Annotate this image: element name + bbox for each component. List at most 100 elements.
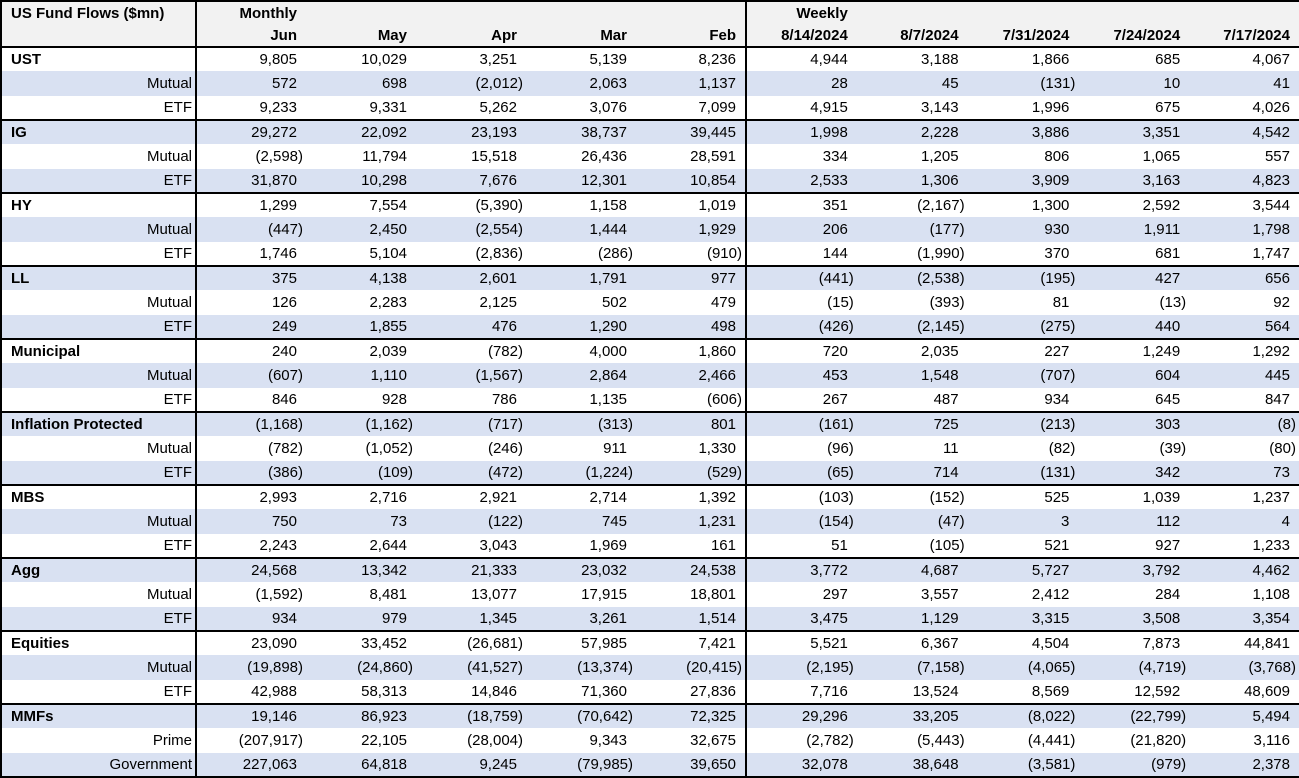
data-cell: 5,494 <box>1189 702 1299 729</box>
data-cell: 1,039 <box>1078 483 1190 510</box>
row-label: Mutual <box>1 71 197 96</box>
data-cell: 3,251 <box>416 45 526 72</box>
row-label: ETF <box>1 679 197 704</box>
data-cell: 81 <box>1052 293 1070 311</box>
data-cell: (607) <box>267 366 303 384</box>
row-label: Prime <box>1 728 197 753</box>
data-cell: 267 <box>745 387 857 412</box>
table-row: Mutual (19,898) (24,860) (41,527) (13,37… <box>1 655 1299 680</box>
data-cell: 42,988 <box>251 682 297 700</box>
data-cell: (24,860) <box>357 658 413 676</box>
data-cell: 725 <box>856 410 968 437</box>
table-row: Mutual (1,592) 8,481 13,077 17,915 18,80… <box>1 582 1299 607</box>
data-cell: 4,000 <box>526 337 636 364</box>
data-cell: 12,301 <box>581 171 627 189</box>
data-cell: 9,343 <box>589 731 627 749</box>
data-cell: (386) <box>267 463 303 481</box>
data-cell: 9,805 <box>196 45 306 72</box>
data-cell: 92 <box>1273 293 1290 311</box>
data-cell: 4,462 <box>1189 556 1299 583</box>
data-cell: 44,841 <box>1189 629 1299 656</box>
data-cell: (4,441) <box>1027 731 1076 749</box>
data-cell: 41 <box>1273 74 1290 92</box>
table-row: MBS 2,993 2,716 2,921 2,714 1,392 (103) … <box>1 483 1299 510</box>
table-row: Mutual (2,598) 11,794 15,518 26,436 28,5… <box>1 144 1299 169</box>
data-cell: (13,374) <box>577 658 633 676</box>
data-cell: 4,823 <box>1252 171 1290 189</box>
data-cell: 13,077 <box>471 585 517 603</box>
data-cell: 604 <box>1155 366 1181 384</box>
data-cell: 2,228 <box>856 118 968 145</box>
data-cell: 3,076 <box>589 98 627 116</box>
table-title: US Fund Flows ($mn) <box>1 1 197 48</box>
data-cell: (313) <box>526 410 636 437</box>
column-header-week-3: 7/31/2024 <box>967 24 1079 48</box>
data-cell: 1,330 <box>698 439 736 457</box>
data-cell: 23,032 <box>526 556 636 583</box>
data-cell: (2,598) <box>255 147 303 165</box>
data-cell: 928 <box>381 390 407 408</box>
data-cell: 240 <box>196 337 306 364</box>
data-cell: 572 <box>271 74 297 92</box>
table-row: ETF (386) (109) (472) (1,224) (529) (65)… <box>1 460 1299 485</box>
data-cell: 24,538 <box>636 556 746 583</box>
data-cell: 1,231 <box>698 512 736 530</box>
data-cell: 22,105 <box>361 731 407 749</box>
data-cell: 334 <box>745 144 857 169</box>
data-cell: 126 <box>271 293 297 311</box>
data-cell: 3,792 <box>1078 556 1190 583</box>
data-cell: 11,794 <box>362 147 407 165</box>
data-cell: 4,067 <box>1189 45 1299 72</box>
data-cell: (154) <box>745 509 857 534</box>
data-cell: 525 <box>967 483 1079 510</box>
row-label: Mutual <box>1 363 197 388</box>
data-cell: 5,104 <box>369 244 407 262</box>
column-header-week-2: 8/7/2024 <box>856 24 968 48</box>
data-cell: 2,592 <box>1078 191 1190 218</box>
data-cell: 144 <box>745 241 857 266</box>
data-cell: (70,642) <box>526 702 636 729</box>
data-cell: 342 <box>1155 463 1181 481</box>
data-cell: (426) <box>745 314 857 339</box>
table-row: Agg 24,568 13,342 21,333 23,032 24,538 3… <box>1 556 1299 583</box>
column-header-week-1: 8/14/2024 <box>745 24 857 48</box>
data-cell: 1,911 <box>1143 220 1181 238</box>
table-row: ETF 1,746 5,104 (2,836) (286) (910) 144 … <box>1 241 1299 266</box>
table-row: Municipal 240 2,039 (782) 4,000 1,860 72… <box>1 337 1299 364</box>
data-cell: 645 <box>1155 390 1181 408</box>
data-cell: 720 <box>745 337 857 364</box>
data-cell: 3,557 <box>921 585 959 603</box>
data-cell: 206 <box>745 217 857 242</box>
data-cell: 57,985 <box>526 629 636 656</box>
data-cell: (28,004) <box>467 731 523 749</box>
data-cell: (606) <box>706 390 742 408</box>
data-cell: 750 <box>271 512 297 530</box>
table-row: ETF 846 928 786 1,135 (606) 267 487 934 … <box>1 387 1299 412</box>
row-label: Mutual <box>1 144 197 169</box>
data-cell: 3,886 <box>967 118 1079 145</box>
table-row: Mutual 572 698 (2,012) 2,063 1,137 28 45… <box>1 71 1299 96</box>
data-cell: 3,772 <box>745 556 857 583</box>
table-row: UST 9,805 10,029 3,251 5,139 8,236 4,944… <box>1 45 1299 72</box>
data-cell: 17,915 <box>581 585 627 603</box>
data-cell: 1,019 <box>636 191 746 218</box>
data-cell: (8,022) <box>967 702 1079 729</box>
data-cell: 4,687 <box>856 556 968 583</box>
data-cell: (2,145) <box>917 317 965 335</box>
data-cell: 8,236 <box>636 45 746 72</box>
data-cell: (1,224) <box>585 463 633 481</box>
table-row: Prime (207,917) 22,105 (28,004) 9,343 32… <box>1 728 1299 753</box>
row-label: ETF <box>1 606 197 631</box>
column-header-may: May <box>306 24 416 48</box>
data-cell: 38,737 <box>526 118 636 145</box>
data-cell: 13,342 <box>306 556 416 583</box>
data-cell: 4,138 <box>306 264 416 291</box>
data-cell: (4,065) <box>1027 658 1076 676</box>
data-cell: 33,452 <box>306 629 416 656</box>
data-cell: (1,990) <box>917 244 965 262</box>
data-cell: 297 <box>745 582 857 607</box>
data-cell: (910) <box>706 244 742 262</box>
data-cell: 2,450 <box>369 220 407 238</box>
data-cell: (4,719) <box>1138 658 1187 676</box>
data-cell: 1,306 <box>921 171 959 189</box>
